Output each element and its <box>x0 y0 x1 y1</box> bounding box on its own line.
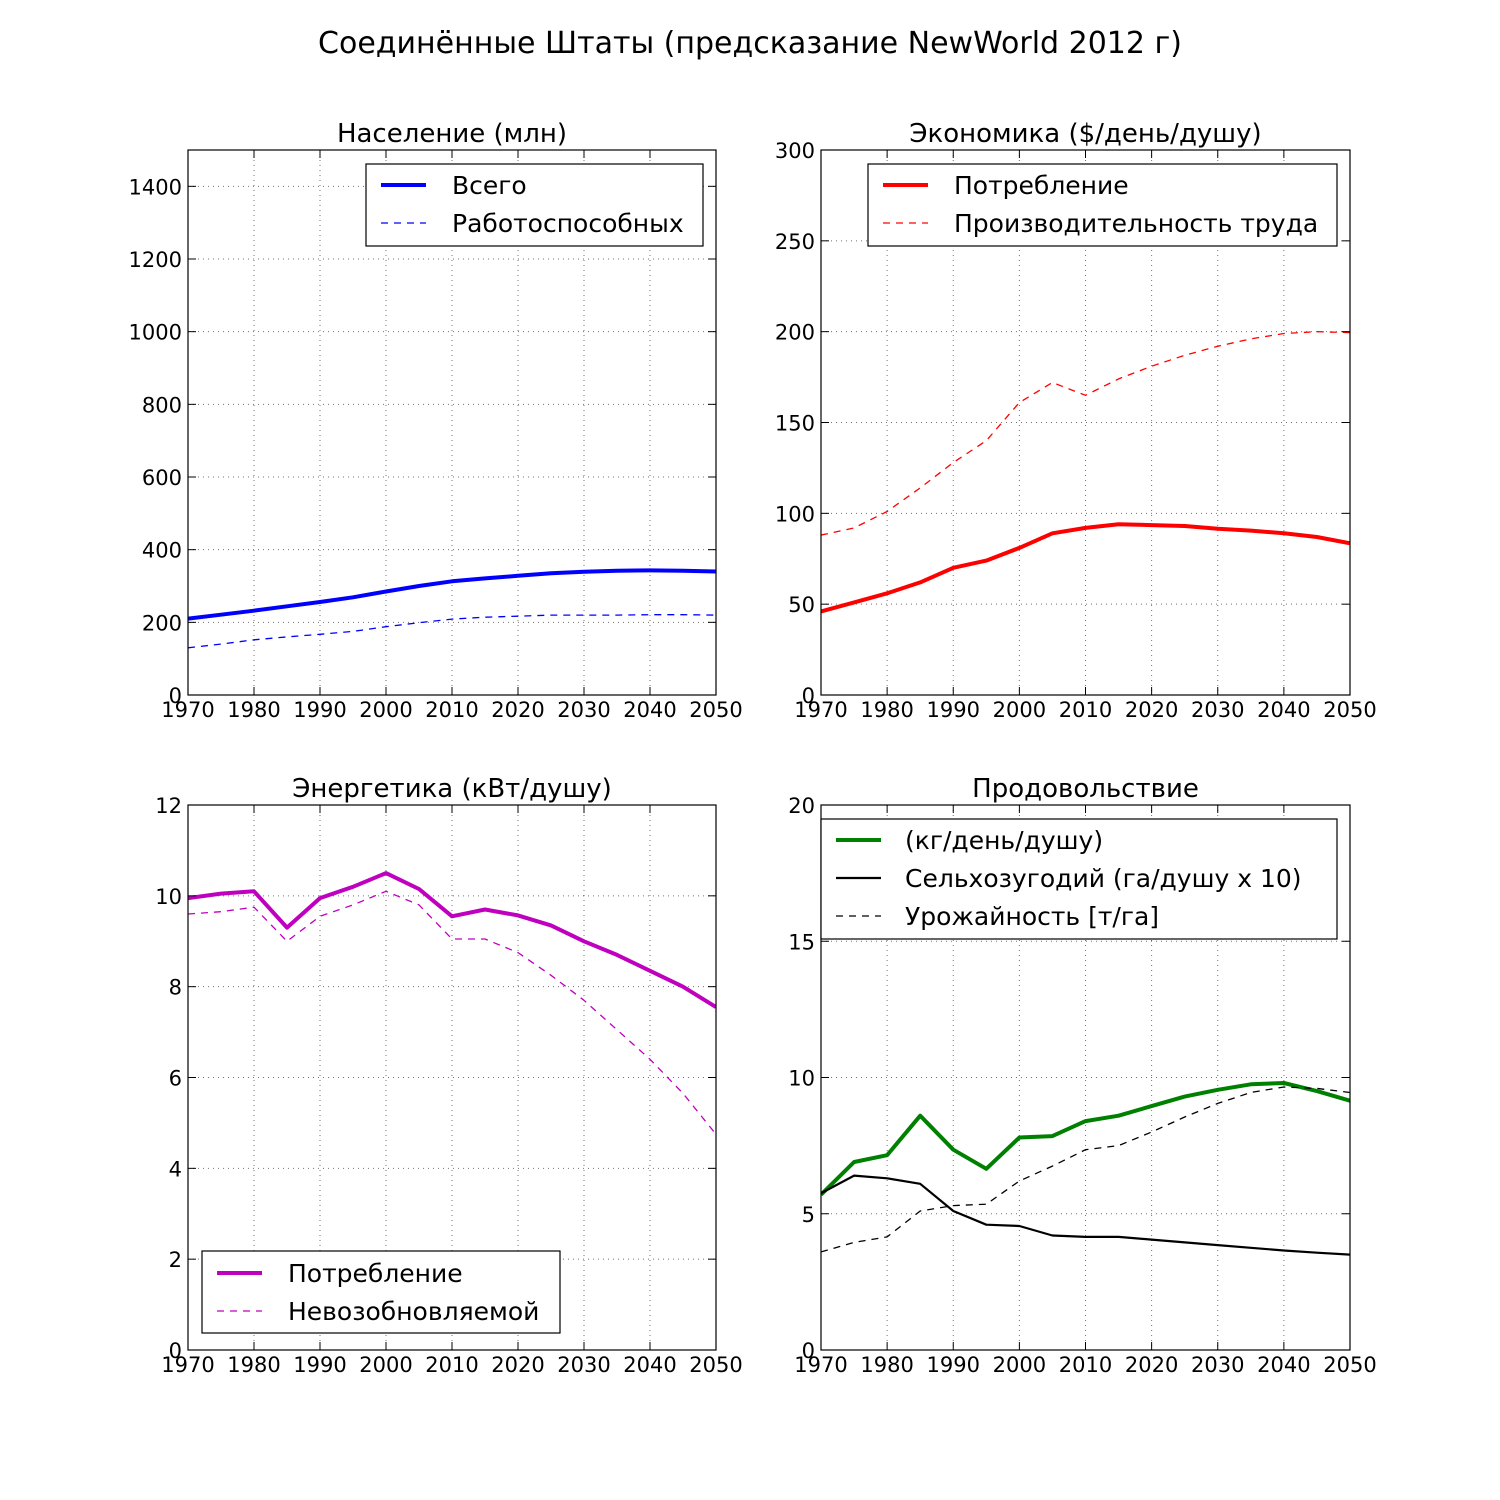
legend-label: Потребление <box>954 171 1129 200</box>
series-line-2 <box>821 331 1350 536</box>
x-tick-label: 2020 <box>1125 698 1178 722</box>
y-tick-label: 20 <box>788 794 815 818</box>
y-tick-label: 50 <box>788 593 815 617</box>
panel-title: Продовольствие <box>972 774 1199 804</box>
legend-box <box>365 163 704 247</box>
y-tick-label: 200 <box>775 321 815 345</box>
legend-label: (кг/день/душу) <box>905 826 1103 855</box>
x-tick-label: 1980 <box>227 1353 280 1377</box>
x-tick-label: 2040 <box>1257 698 1310 722</box>
y-tick-label: 8 <box>169 976 182 1000</box>
series-line-1 <box>188 871 716 1009</box>
x-tick-label: 2030 <box>1191 698 1244 722</box>
x-tick-label: 1980 <box>860 698 913 722</box>
y-tick-label: 800 <box>142 393 182 417</box>
series-line-2 <box>188 614 716 649</box>
figure-suptitle: Соединённые Штаты (предсказание NewWorld… <box>318 26 1182 61</box>
x-tick-label: 2000 <box>993 698 1046 722</box>
panel-title: Энергетика (кВт/душу) <box>292 774 612 804</box>
x-tick-label: 1970 <box>161 698 214 722</box>
panel-title: Экономика ($/день/душу) <box>909 119 1261 149</box>
x-tick-label: 2010 <box>425 1353 478 1377</box>
y-tick-label: 150 <box>775 412 815 436</box>
x-tick-label: 1970 <box>794 1353 847 1377</box>
y-tick-label: 0 <box>802 1339 815 1363</box>
x-tick-label: 1990 <box>293 698 346 722</box>
series-line-2 <box>821 1174 1350 1256</box>
x-tick-label: 2000 <box>359 698 412 722</box>
legend: Потребление Производительность труда <box>867 163 1338 247</box>
x-tick-label: 2010 <box>1059 698 1112 722</box>
x-tick-label: 2030 <box>557 1353 610 1377</box>
x-tick-label: 1980 <box>860 1353 913 1377</box>
x-tick-label: 1980 <box>227 698 280 722</box>
y-tick-label: 400 <box>142 539 182 563</box>
panel-economy: Экономика ($/день/душу)1970 1980 1990 2000 2… <box>775 119 1377 722</box>
y-tick-label: 15 <box>788 930 815 954</box>
x-tick-label: 1990 <box>293 1353 346 1377</box>
legend-label: Потребление <box>288 1259 463 1288</box>
x-tick-label: 1990 <box>927 698 980 722</box>
x-tick-label: 2040 <box>623 698 676 722</box>
series-line-1 <box>821 1081 1350 1197</box>
x-tick-label: 2020 <box>1125 1353 1178 1377</box>
legend-box <box>201 1250 561 1334</box>
legend: Всего Работоспособных <box>365 163 704 247</box>
y-tick-label: 0 <box>169 684 182 708</box>
y-tick-label: 1400 <box>129 175 182 199</box>
legend: (кг/день/душу) Сельхозугодий (га/душу х 1… <box>820 818 1338 940</box>
panel-title: Население (млн) <box>337 119 567 149</box>
y-tick-label: 2 <box>169 1248 182 1272</box>
y-tick-label: 250 <box>775 230 815 254</box>
panel-population: Население (млн)1970 1980 1990 2000 2010 2020 2… <box>129 119 743 722</box>
x-tick-label: 2040 <box>1257 1353 1310 1377</box>
legend-label: Производительность труда <box>954 209 1318 238</box>
x-tick-label: 2050 <box>689 698 742 722</box>
y-tick-label: 100 <box>775 502 815 526</box>
panel-energy: Энергетика (кВт/душу)1970 1980 1990 2000 201… <box>155 774 742 1377</box>
x-tick-label: 2030 <box>1191 1353 1244 1377</box>
legend-label: Всего <box>452 171 527 200</box>
x-tick-label: 2050 <box>1323 1353 1376 1377</box>
legend-box <box>820 818 1338 940</box>
y-tick-label: 0 <box>169 1339 182 1363</box>
legend-label: Сельхозугодий (га/душу х 10) <box>905 864 1302 893</box>
y-tick-label: 10 <box>788 1067 815 1091</box>
series-line-1 <box>188 568 716 621</box>
y-tick-label: 4 <box>169 1157 182 1181</box>
x-tick-label: 2050 <box>689 1353 742 1377</box>
x-tick-label: 1970 <box>161 1353 214 1377</box>
x-tick-label: 2030 <box>557 698 610 722</box>
x-tick-label: 2010 <box>1059 1353 1112 1377</box>
y-tick-label: 10 <box>155 885 182 909</box>
x-tick-label: 1970 <box>794 698 847 722</box>
legend-box <box>867 163 1338 247</box>
y-tick-label: 600 <box>142 466 182 490</box>
legend-label: Работоспособных <box>452 209 684 238</box>
y-tick-label: 1200 <box>129 248 182 272</box>
x-tick-label: 2050 <box>1323 698 1376 722</box>
x-tick-label: 2040 <box>623 1353 676 1377</box>
x-tick-label: 2010 <box>425 698 478 722</box>
y-tick-label: 0 <box>802 684 815 708</box>
legend: Потребление Невозобновляемой <box>201 1250 561 1334</box>
y-tick-label: 200 <box>142 611 182 635</box>
series-line-3 <box>821 1086 1350 1253</box>
x-tick-label: 2000 <box>359 1353 412 1377</box>
y-tick-label: 6 <box>169 1067 182 1091</box>
legend-label: Невозобновляемой <box>288 1297 539 1326</box>
y-tick-label: 5 <box>802 1203 815 1227</box>
series-line-1 <box>821 522 1350 614</box>
y-tick-label: 12 <box>155 794 182 818</box>
y-tick-label: 1000 <box>129 321 182 345</box>
x-tick-label: 2000 <box>993 1353 1046 1377</box>
legend-label: Урожайность [т/га] <box>905 902 1159 931</box>
x-tick-label: 1990 <box>927 1353 980 1377</box>
y-tick-label: 300 <box>775 139 815 163</box>
x-tick-label: 2020 <box>491 1353 544 1377</box>
x-tick-label: 2020 <box>491 698 544 722</box>
